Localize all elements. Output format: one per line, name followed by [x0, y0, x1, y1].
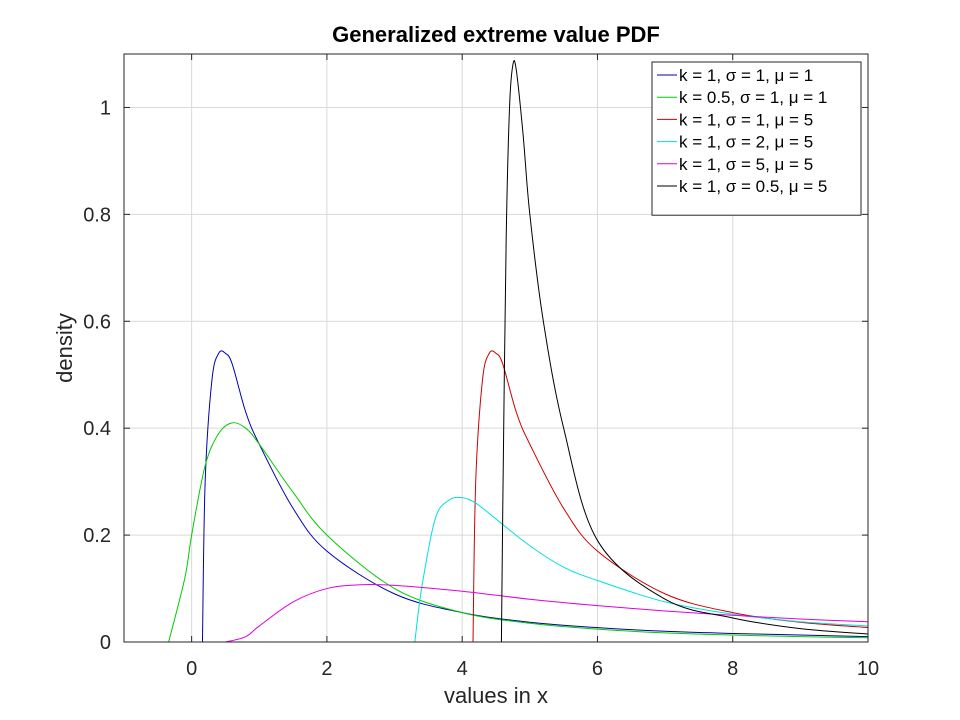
y-axis-label: density	[52, 313, 77, 383]
legend-entry: k = 1, σ = 1, μ = 1	[679, 66, 813, 85]
x-tick-label: 8	[727, 658, 738, 680]
legend-entry: k = 1, σ = 5, μ = 5	[679, 155, 813, 174]
legend-entry: k = 1, σ = 2, μ = 5	[679, 133, 813, 152]
legend: k = 1, σ = 1, μ = 1 k = 0.5, σ = 1, μ = 1…	[651, 61, 862, 216]
series-line-1	[201, 350, 869, 643]
x-tick-label: 2	[321, 658, 332, 680]
legend-entry: k = 0.5, σ = 1, μ = 1	[679, 88, 827, 107]
series-line-2	[168, 422, 869, 643]
series-line-5	[225, 583, 869, 643]
series-line-4	[414, 496, 869, 643]
plot-frame	[123, 53, 869, 643]
x-tick-label: 4	[457, 658, 468, 680]
legend-box	[651, 61, 862, 216]
y-tick-label: 0.8	[83, 204, 111, 226]
chart-title: Generalized extreme value PDF	[332, 22, 660, 47]
x-tick-label: 0	[186, 658, 197, 680]
legend-entry: k = 1, σ = 0.5, μ = 5	[679, 177, 827, 196]
series-line-3	[472, 350, 869, 643]
x-tick-label: 6	[592, 658, 603, 680]
series-lines	[168, 60, 869, 643]
y-tick-label: 0.4	[83, 418, 111, 440]
legend-entry: k = 1, σ = 1, μ = 5	[679, 110, 813, 129]
y-tick-label: 0	[100, 632, 111, 654]
y-tick-label: 1	[100, 97, 111, 119]
axis-ticks: 0 2 4 6 8 10 0 0.2 0.4 0.6 0.8 1	[83, 54, 879, 680]
y-tick-label: 0.2	[83, 525, 111, 547]
x-tick-label: 10	[857, 658, 879, 680]
series-line-6	[500, 60, 869, 643]
y-tick-label: 0.6	[83, 311, 111, 333]
x-axis-label: values in x	[444, 683, 548, 708]
